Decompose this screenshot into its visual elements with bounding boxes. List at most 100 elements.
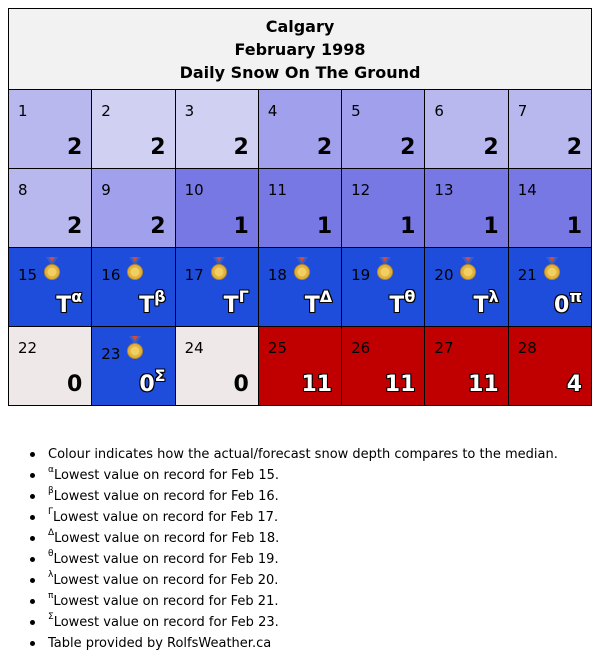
snow-depth-number: 2 <box>150 214 166 239</box>
day-cell: 27 11 <box>424 326 509 406</box>
footnotes-list: Colour indicates how the actual/forecast… <box>30 444 558 654</box>
footnote-text: Lowest value on record for Feb 23. <box>53 615 279 630</box>
day-cell: 19 Tθ <box>341 247 426 327</box>
snow-depth-number: 0 <box>66 372 83 397</box>
snow-depth-value: 0 <box>67 372 82 397</box>
day-cell: 11 1 <box>257 168 343 248</box>
footnote-text: Lowest value on record for Feb 19. <box>53 552 279 567</box>
day-number: 13 <box>434 181 454 199</box>
day-number: 22 <box>18 339 38 357</box>
footnote-item: ΔLowest value on record for Feb 18. <box>30 528 558 549</box>
snow-depth-value: 2 <box>150 135 165 160</box>
footnote-item: ΣLowest value on record for Feb 23. <box>30 612 558 633</box>
day-cell: 13 1 <box>424 168 509 248</box>
snow-depth-number: T <box>389 293 405 318</box>
snow-depth-number: 1 <box>316 214 333 239</box>
day-number: 15 <box>18 266 38 284</box>
footnote-marker: β <box>48 486 54 496</box>
snow-depth-value: 1 <box>317 214 332 239</box>
snow-depth-value: TΔ <box>305 288 332 318</box>
snow-depth-number: 1 <box>233 214 249 239</box>
record-footnote-marker: λ <box>488 286 499 306</box>
snow-depth-number: 2 <box>150 135 166 160</box>
snow-depth-number: 2 <box>66 135 83 160</box>
day-cell: 28 4 <box>507 326 593 406</box>
week-row: 22 0 23 0Σ 24 0 25 11 26 11 27 11 28 4 <box>7 326 593 406</box>
snow-depth-value: 11 <box>302 372 333 397</box>
snow-depth-value: Tβ <box>139 288 165 318</box>
day-number: 27 <box>434 339 454 357</box>
record-medal-icon <box>210 257 228 281</box>
footnote-text: Lowest value on record for Feb 21. <box>53 594 279 609</box>
day-cell: 15 Tα <box>7 247 93 327</box>
snow-depth-value: Tθ <box>389 288 415 318</box>
record-medal-icon <box>293 257 311 281</box>
day-cell: 10 1 <box>174 168 259 248</box>
snow-depth-number: 2 <box>400 135 416 160</box>
calendar-header: Calgary February 1998 Daily Snow On The … <box>8 8 592 90</box>
city-title: Calgary <box>265 16 335 36</box>
snow-depth-number: 1 <box>483 214 499 239</box>
day-number: 10 <box>184 181 204 199</box>
day-number: 12 <box>351 181 371 199</box>
snow-depth-number: 2 <box>483 135 499 160</box>
day-number: 6 <box>434 102 444 120</box>
day-number: 2 <box>101 102 111 120</box>
day-cell: 20 Tλ <box>424 247 509 327</box>
day-number: 25 <box>267 339 287 357</box>
snow-depth-number: 0 <box>139 372 155 397</box>
snow-depth-number: 1 <box>566 214 582 239</box>
footnote-text: Lowest value on record for Feb 15. <box>53 468 279 483</box>
snow-depth-value: TΓ <box>224 288 249 318</box>
record-footnote-marker: π <box>569 286 582 306</box>
footnote-marker: Γ <box>48 507 54 517</box>
day-number: 19 <box>351 266 371 284</box>
record-medal-icon <box>43 257 61 281</box>
snow-depth-value: 1 <box>400 214 415 239</box>
footnote-text: Lowest value on record for Feb 16. <box>53 489 279 504</box>
day-number: 17 <box>184 266 204 284</box>
day-number: 21 <box>517 266 537 284</box>
snow-depth-value: 0Σ <box>139 367 165 397</box>
snow-depth-value: 2 <box>483 135 498 160</box>
footnote-marker: Σ <box>48 612 54 622</box>
day-number: 1 <box>18 102 28 120</box>
chart-subtitle: Daily Snow On The Ground <box>179 62 421 82</box>
day-cell: 16 Tβ <box>91 247 176 327</box>
snow-depth-number: 0 <box>554 293 570 318</box>
footnote-text: Colour indicates how the actual/forecast… <box>48 447 558 462</box>
record-medal-icon <box>543 257 561 281</box>
snow-depth-value: 1 <box>234 214 249 239</box>
snow-depth-value: 2 <box>234 135 249 160</box>
day-number: 8 <box>18 181 28 199</box>
record-footnote-marker: α <box>71 286 83 306</box>
record-footnote-marker: β <box>154 286 166 306</box>
footnote-text: Table provided by RolfsWeather.ca <box>48 636 272 651</box>
footnote-item: βLowest value on record for Feb 16. <box>30 486 558 507</box>
footnote-item: πLowest value on record for Feb 21. <box>30 591 558 612</box>
calendar-body: 1 2 2 2 3 2 4 2 5 2 6 2 7 2 8 2 9 2 10 1 11 1 12 1 13 1 14 1 15 Tα 16 T… <box>7 89 593 406</box>
footnote-item: λLowest value on record for Feb 20. <box>30 570 558 591</box>
snow-depth-number: 2 <box>66 214 83 239</box>
record-medal-icon <box>376 257 394 281</box>
snow-depth-value: 11 <box>385 372 416 397</box>
snow-depth-value: 1 <box>483 214 498 239</box>
record-footnote-marker: θ <box>404 286 416 306</box>
day-cell: 21 0π <box>507 247 593 327</box>
snow-depth-number: T <box>139 293 155 318</box>
footnote-marker: Δ <box>48 528 55 538</box>
day-number: 5 <box>351 102 361 120</box>
footnote-text: Lowest value on record for Feb 18. <box>54 531 280 546</box>
day-cell: 18 TΔ <box>257 247 343 327</box>
footnote-text: Lowest value on record for Feb 20. <box>53 573 279 588</box>
snow-depth-number: 2 <box>233 135 249 160</box>
footnote-item: ΓLowest value on record for Feb 17. <box>30 507 558 528</box>
snow-depth-value: 2 <box>67 214 82 239</box>
